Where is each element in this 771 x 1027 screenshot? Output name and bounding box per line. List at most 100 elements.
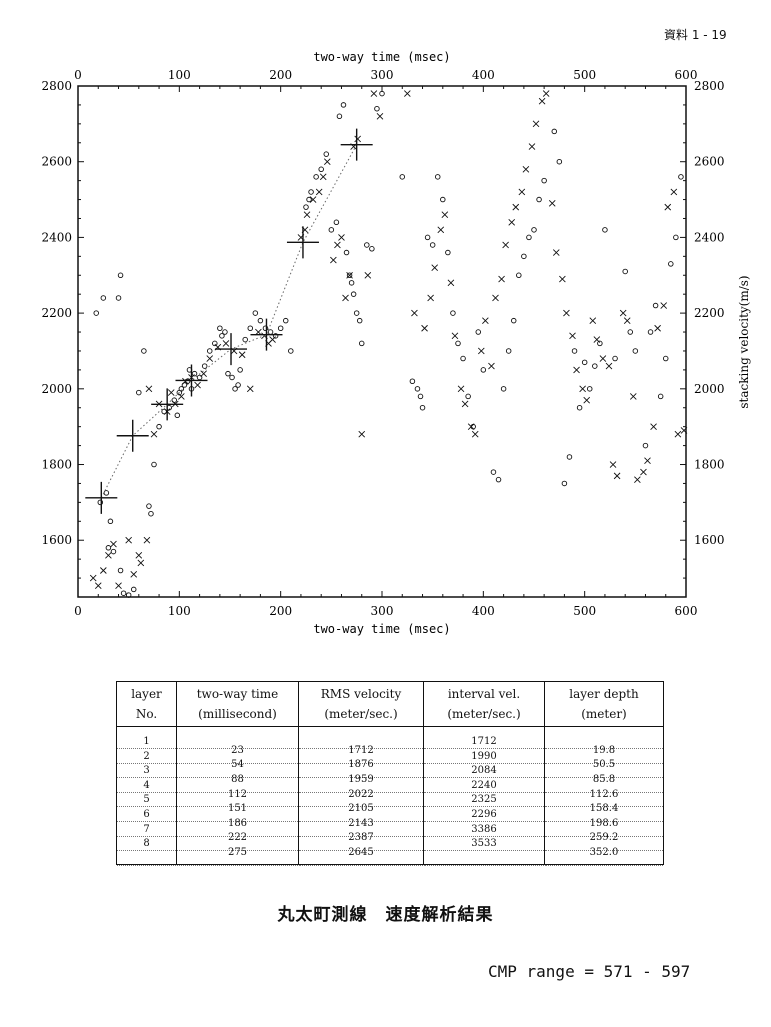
circle-point xyxy=(379,90,385,97)
circle-point xyxy=(657,393,664,400)
x-tick-label-bottom: 600 xyxy=(675,604,698,618)
cross-point xyxy=(404,90,411,97)
data-marks xyxy=(85,90,688,598)
table-row-line xyxy=(117,864,176,866)
x-tick-label-top: 0 xyxy=(74,68,82,82)
table-row-line xyxy=(177,806,298,808)
circle-point xyxy=(161,408,167,415)
circle-point xyxy=(277,325,284,332)
circle-point xyxy=(146,503,152,509)
circle-point xyxy=(597,340,603,347)
table-cell: 4 xyxy=(143,779,150,791)
table-cell: 259.2 xyxy=(589,832,619,844)
table-cell: 54 xyxy=(231,759,244,771)
circle-point xyxy=(242,336,248,343)
x-tick-label-bottom: 0 xyxy=(74,604,82,618)
cross-point xyxy=(182,377,189,385)
circle-point xyxy=(424,234,431,241)
circle-point xyxy=(419,404,426,411)
table-cell: 275 xyxy=(227,846,248,858)
velocity-pick xyxy=(85,481,118,514)
circle-point xyxy=(445,249,451,256)
table-cell: 1 xyxy=(143,736,150,747)
table-row-line xyxy=(117,791,176,793)
circle-point xyxy=(212,340,218,347)
cross-point xyxy=(605,362,613,370)
circle-point xyxy=(622,268,628,275)
x-tick-label-top: 600 xyxy=(675,68,698,82)
cross-point xyxy=(548,200,556,207)
cross-point xyxy=(89,574,97,582)
table-cell: 88 xyxy=(231,773,244,785)
cross-point xyxy=(421,324,428,332)
circle-point xyxy=(125,592,132,598)
cross-point xyxy=(538,97,546,105)
cross-point xyxy=(640,468,647,476)
document-label: 資料 1 - 19 xyxy=(664,28,727,42)
cross-point xyxy=(573,366,580,374)
y-tick-label-left: 1800 xyxy=(41,458,72,472)
cross-point xyxy=(338,234,345,241)
circle-point xyxy=(306,196,312,203)
cross-point xyxy=(492,294,499,302)
circle-point xyxy=(308,189,314,195)
table-row-line xyxy=(299,864,423,866)
table-row-line xyxy=(424,762,544,764)
circle-point xyxy=(247,325,254,332)
table-cell: 222 xyxy=(227,832,248,844)
table-row-line xyxy=(177,791,298,793)
header-two-way-time: two-way time (millisecond) xyxy=(176,682,299,727)
y-tick-label-right: 2000 xyxy=(694,382,725,396)
circle-point xyxy=(343,249,350,256)
circle-point xyxy=(353,310,360,316)
circle-point xyxy=(174,412,181,419)
cross-point xyxy=(559,275,566,283)
y-tick-label-right: 2400 xyxy=(694,230,725,244)
table-row-line xyxy=(117,777,176,779)
cross-point xyxy=(563,309,570,317)
cross-point xyxy=(623,317,631,324)
circle-point xyxy=(313,174,319,180)
table-row-line xyxy=(177,864,298,866)
circle-point xyxy=(252,310,259,316)
x-tick-label-bottom: 500 xyxy=(573,604,596,618)
cross-point xyxy=(370,90,378,97)
cross-point xyxy=(315,188,323,196)
circle-point xyxy=(318,166,324,173)
cross-point xyxy=(354,135,361,143)
table-row-line xyxy=(545,762,663,764)
table-row-line xyxy=(299,762,423,764)
cross-point xyxy=(303,211,311,219)
table-cell: 2645 xyxy=(348,846,374,858)
table-row-line xyxy=(299,835,423,837)
velocity-pick xyxy=(250,318,283,351)
table-row-line xyxy=(545,850,663,852)
circle-point xyxy=(531,227,537,233)
y-axis-label: stacking velocity(m/s) xyxy=(737,275,751,408)
cross-point xyxy=(431,264,439,272)
cross-point xyxy=(376,112,384,120)
cross-point xyxy=(178,393,185,400)
column-interval-vel: 1712 1990 2084 2240 2325 2296 3386 3533 xyxy=(424,727,544,866)
x-tick-label-top: 200 xyxy=(269,68,292,82)
circle-point xyxy=(409,378,416,384)
circle-point xyxy=(288,348,294,354)
circle-point xyxy=(97,499,104,506)
table-row-line xyxy=(299,850,423,852)
circle-point xyxy=(500,386,507,392)
cross-point xyxy=(482,317,489,324)
cross-point xyxy=(135,552,143,559)
cross-point xyxy=(532,120,540,128)
circle-point xyxy=(440,196,446,203)
cross-point xyxy=(552,249,560,256)
cross-point xyxy=(143,536,151,544)
circle-point xyxy=(358,340,365,347)
table-row-line xyxy=(117,748,176,749)
cross-point xyxy=(451,332,459,340)
table-row-line xyxy=(545,777,663,779)
circle-point xyxy=(652,302,659,309)
cross-point xyxy=(246,385,254,393)
circle-point xyxy=(229,374,235,381)
circle-point xyxy=(272,333,279,339)
table-cell: 2387 xyxy=(348,832,374,844)
